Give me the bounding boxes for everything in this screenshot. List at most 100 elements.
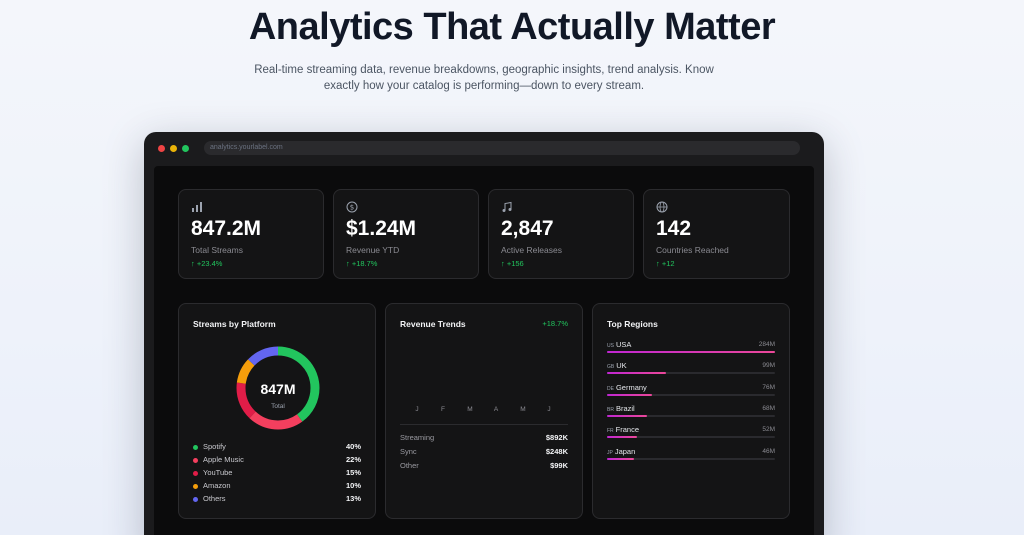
stat-value: 142 (656, 217, 692, 240)
legend-label: Amazon (203, 481, 231, 490)
region-count: 68M (762, 404, 775, 412)
stat-change: ↑ +23.4% (191, 259, 223, 268)
month-label: F (441, 406, 445, 413)
region-flag: BR (607, 406, 614, 413)
region-name: US USA (607, 340, 631, 349)
revenue-row-label: Streaming (400, 433, 435, 442)
legend-swatch (193, 484, 198, 489)
legend-value: 13% (345, 494, 361, 503)
region-count: 52M (762, 426, 775, 434)
region-flag: JP (607, 449, 613, 456)
bar-chart-icon (192, 202, 202, 212)
stat-change: ↑ +156 (501, 259, 524, 268)
revenue-row-value: $248K (545, 447, 568, 456)
region-name: FR France (607, 425, 639, 434)
minimize-window-button[interactable] (170, 145, 177, 152)
legend-label: YouTube (203, 468, 233, 477)
stat-card-total-streams: 847.2M Total Streams ↑ +23.4% (178, 189, 324, 279)
region-label: Japan (614, 446, 636, 456)
region-row: FR France 52M (607, 425, 775, 441)
region-bar-track (607, 457, 775, 460)
address-bar[interactable]: analytics.yourlabel.com (204, 141, 800, 155)
stat-change: ↑ +12 (656, 259, 675, 268)
month-label: J (547, 406, 551, 413)
dashboard: 847.2M Total Streams ↑ +23.4% $ $1.24M R… (154, 166, 814, 535)
panel-title: Top Regions (607, 319, 658, 329)
donut-slice-youtube (236, 346, 320, 430)
legend-value: 22% (345, 455, 361, 464)
music-note-icon (502, 201, 512, 212)
region-label: UK (616, 361, 627, 371)
revenue-row: Sync $248K (400, 447, 568, 459)
region-label: USA (615, 340, 632, 349)
region-label: Brazil (615, 403, 635, 413)
revenue-row-value: $892K (545, 433, 568, 442)
hero-title: Analytics That Actually Matter (248, 6, 776, 48)
stat-card-countries: 142 Countries Reached ↑ +12 (643, 189, 790, 279)
revenue-row: Other $99K (400, 461, 568, 473)
donut-slice-others (236, 346, 320, 430)
legend-label: Spotify (203, 442, 226, 451)
legend-swatch (193, 445, 198, 450)
legend-swatch (193, 458, 198, 463)
maximize-window-button[interactable] (182, 145, 189, 152)
revenue-panel: Revenue Trends +18.7% J F M A M J Stream… (385, 303, 583, 519)
region-count: 99M (762, 362, 775, 370)
legend-item: Others 13% (193, 494, 361, 506)
region-bar-fill (607, 372, 666, 375)
browser-titlebar: analytics.yourlabel.com (144, 132, 824, 164)
svg-text:$: $ (350, 204, 354, 212)
legend-value: 15% (345, 468, 361, 477)
region-label: France (615, 425, 640, 435)
region-bar-fill (607, 436, 638, 439)
legend-label: Apple Music (203, 455, 244, 464)
region-flag: US (607, 343, 614, 349)
stat-label: Total Streams (191, 245, 243, 255)
close-window-button[interactable] (158, 145, 165, 152)
region-bar-fill (607, 414, 648, 417)
stat-card-revenue: $ $1.24M Revenue YTD ↑ +18.7% (333, 189, 479, 279)
legend-item: Spotify 40% (193, 442, 361, 454)
region-bar-track (607, 436, 775, 439)
region-row: BR Brazil 68M (607, 404, 775, 420)
revenue-row-label: Sync (400, 447, 417, 456)
region-name: GB UK (607, 361, 627, 370)
month-label: M (520, 406, 526, 413)
revenue-row: Streaming $892K (400, 433, 568, 445)
donut-slice-apple-music (236, 346, 320, 430)
region-name: DE Germany (607, 383, 647, 392)
donut-center-value: 847M (260, 381, 295, 397)
region-bar-fill (607, 351, 775, 353)
panel-title: Streams by Platform (193, 319, 276, 329)
region-bar-track (607, 393, 775, 396)
stat-label: Active Releases (501, 245, 562, 255)
region-row: JP Japan 46M (607, 447, 775, 463)
region-flag: GB (607, 364, 615, 371)
region-row: DE Germany 76M (607, 383, 775, 399)
revenue-change: +18.7% (542, 319, 568, 328)
revenue-row-label: Other (400, 461, 419, 470)
browser-window: analytics.yourlabel.com 847.2M Total Str… (144, 132, 824, 535)
region-bar-fill (607, 393, 653, 396)
legend-swatch (193, 497, 198, 502)
region-count: 76M (762, 383, 775, 391)
legend-item: YouTube 15% (193, 468, 361, 480)
month-label: A (493, 406, 499, 413)
stat-value: 847.2M (191, 217, 262, 240)
globe-icon (656, 201, 668, 213)
platform-panel: Streams by Platform 847M Total Spotify 40… (178, 303, 376, 519)
stat-label: Countries Reached (656, 245, 729, 255)
platform-donut-chart: 847M Total (236, 346, 320, 430)
region-bar-track (607, 351, 775, 353)
legend-item: Amazon 10% (193, 481, 361, 493)
region-bar-fill (607, 457, 634, 460)
donut-center-label: Total (271, 403, 285, 410)
stat-value: 2,847 (501, 217, 554, 240)
legend-value: 40% (345, 442, 361, 451)
region-bar-track (607, 372, 775, 375)
region-row: GB UK 99M (607, 361, 775, 377)
stat-card-releases: 2,847 Active Releases ↑ +156 (488, 189, 634, 279)
stat-value: $1.24M (346, 217, 417, 240)
region-row: US USA 284M (607, 340, 775, 356)
region-count: 284M (758, 341, 775, 348)
